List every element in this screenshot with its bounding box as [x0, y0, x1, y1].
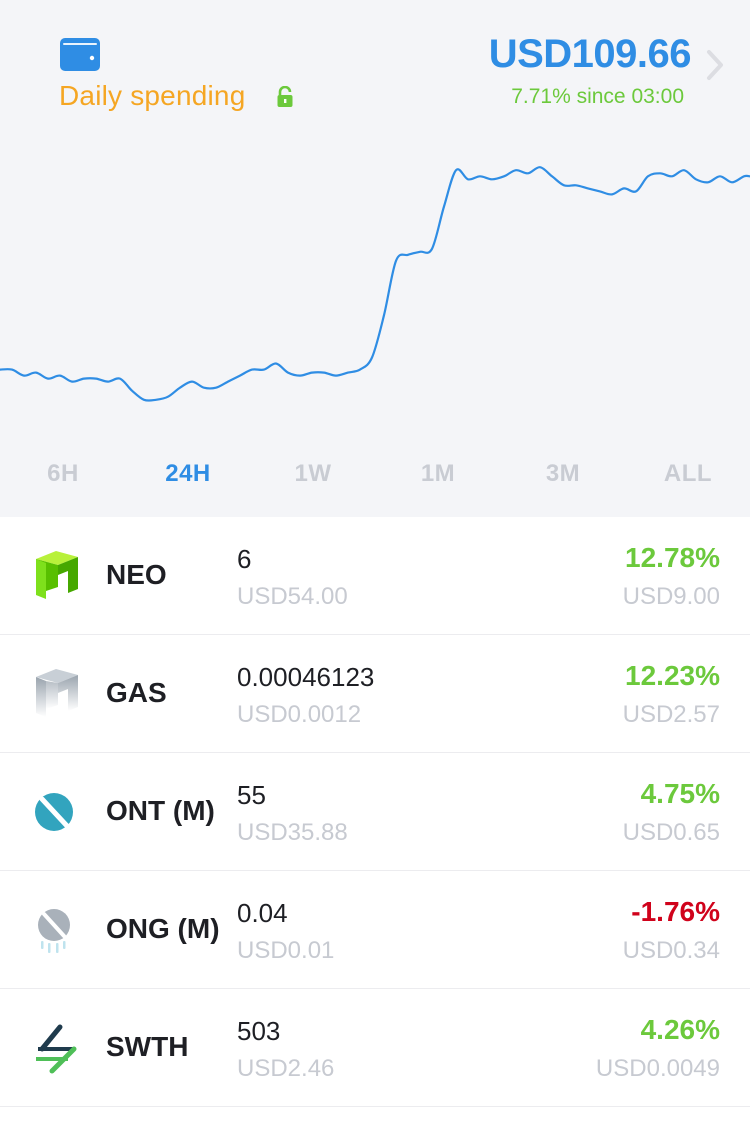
coin-row-gas[interactable]: GAS 0.00046123 USD0.0012 12.23% USD2.57 — [0, 635, 750, 753]
coin-name: ONT (M) — [106, 795, 215, 826]
coin-list: NEO 6 USD54.00 12.78% USD9.00 GAS 0.0004… — [0, 517, 750, 1107]
coin-name: GAS — [106, 677, 167, 708]
coin-row-swth[interactable]: SWTH 503 USD2.46 4.26% USD0.0049 — [0, 989, 750, 1107]
coin-change-percent: 12.23% — [625, 660, 720, 691]
time-range-tabs: 6H 24H 1W 1M 3M ALL — [0, 460, 750, 494]
tab-6h[interactable]: 6H — [47, 460, 79, 487]
balance-value: USD109.66 — [488, 32, 692, 76]
coin-usd-value: USD0.01 — [237, 937, 335, 964]
coin-amount: 6 — [237, 544, 252, 574]
coin-amount: 503 — [237, 1016, 281, 1046]
coin-usd-value: USD54.00 — [237, 583, 348, 610]
coin-usd-value: USD2.46 — [237, 1055, 335, 1082]
coin-change-usd: USD0.34 — [622, 937, 720, 964]
neo-icon — [36, 551, 78, 599]
coin-row-neo[interactable]: NEO 6 USD54.00 12.78% USD9.00 — [0, 517, 750, 635]
tab-3m[interactable]: 3M — [545, 460, 581, 487]
tab-1m[interactable]: 1M — [420, 460, 456, 487]
ont-icon — [35, 793, 73, 831]
coin-usd-value: USD35.88 — [237, 819, 348, 846]
portfolio-header: Daily spending USD109.66 7.71% since 03:… — [0, 0, 750, 517]
coin-change-percent: 12.78% — [625, 542, 720, 573]
coin-name: ONG (M) — [106, 913, 220, 944]
ong-icon — [38, 909, 70, 953]
coin-amount: 0.00046123 — [237, 662, 375, 692]
coin-usd-value: USD0.0012 — [237, 701, 362, 728]
coin-change-usd: USD0.65 — [622, 819, 720, 846]
coin-name: NEO — [106, 559, 167, 590]
swth-icon — [36, 1024, 77, 1074]
coin-amount: 55 — [237, 780, 266, 810]
tab-1w[interactable]: 1W — [294, 460, 332, 487]
coin-amount: 0.04 — [237, 898, 288, 928]
tab-24h[interactable]: 24H — [165, 460, 211, 487]
coin-row-ont[interactable]: ONT (M) 55 USD35.88 4.75% USD0.65 — [0, 753, 750, 871]
coin-change-percent: 4.75% — [640, 778, 720, 809]
unlock-icon[interactable] — [276, 86, 294, 108]
coin-change-usd: USD2.57 — [622, 701, 720, 728]
coin-change-usd: USD0.0049 — [595, 1055, 720, 1082]
wallet-icon — [60, 38, 100, 71]
change-since: 7.71% since 03:00 — [511, 85, 684, 108]
coin-change-percent: -1.76% — [631, 896, 720, 927]
wallet-label[interactable]: Daily spending — [59, 80, 246, 111]
price-chart — [0, 166, 750, 402]
gas-icon — [36, 669, 78, 717]
coin-row-ong[interactable]: ONG (M) 0.04 USD0.01 -1.76% USD0.34 — [0, 871, 750, 989]
chevron-right-icon[interactable] — [704, 48, 726, 82]
tab-all[interactable]: ALL — [663, 460, 713, 487]
coin-change-percent: 4.26% — [640, 1014, 720, 1045]
price-line — [0, 166, 750, 402]
coin-change-usd: USD9.00 — [622, 583, 720, 610]
coin-name: SWTH — [106, 1031, 189, 1062]
